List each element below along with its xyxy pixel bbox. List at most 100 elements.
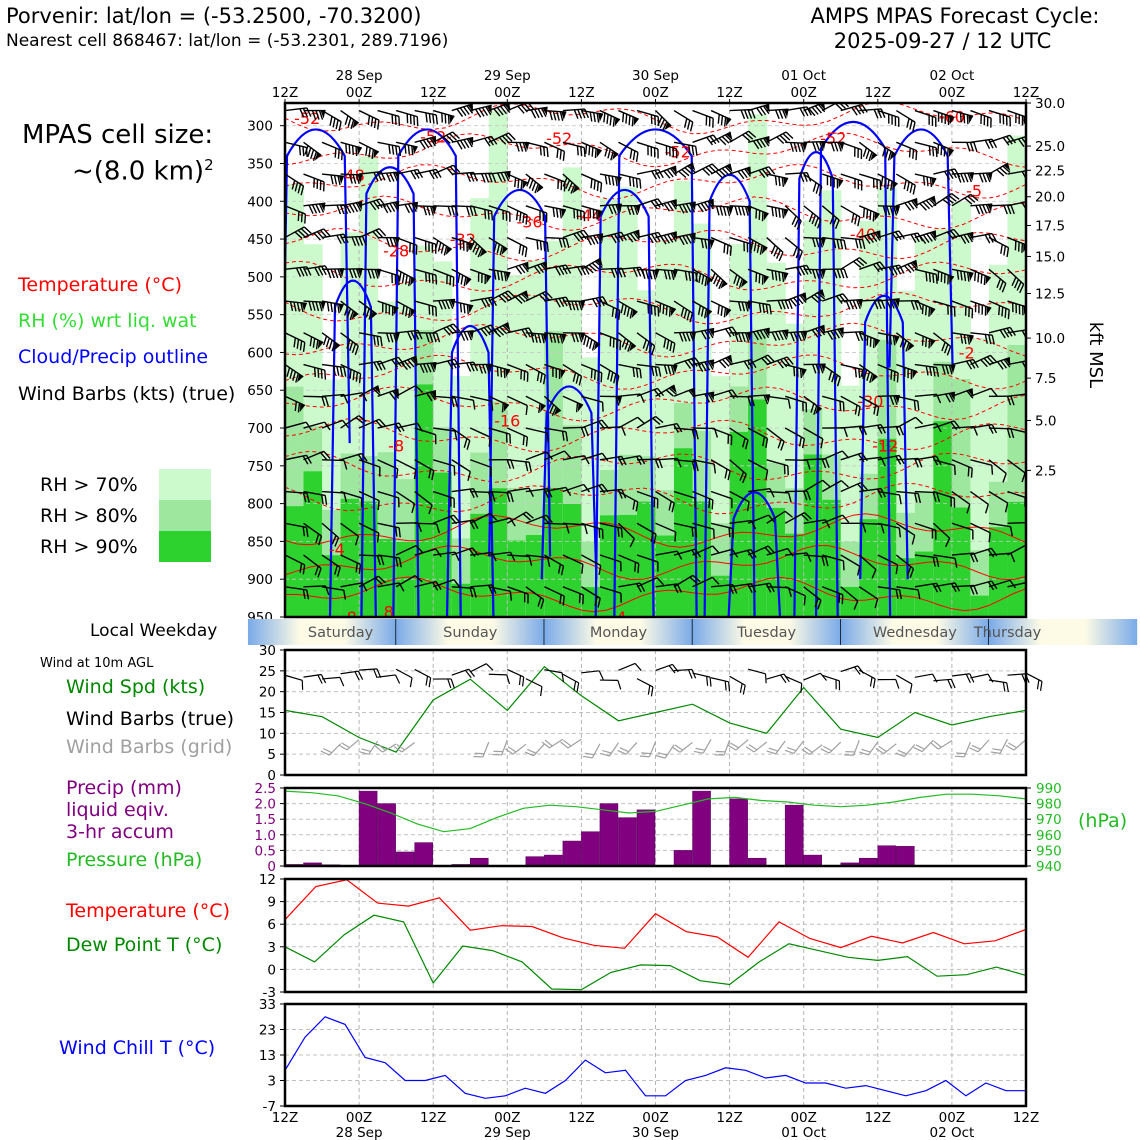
barb-line — [834, 103, 843, 111]
barb-line — [973, 552, 979, 563]
barb-line — [562, 177, 568, 187]
xs-wind-barb — [599, 203, 622, 215]
barb-line — [392, 333, 397, 343]
barb-line — [318, 535, 323, 546]
barb-line — [880, 523, 885, 534]
barb-line — [326, 301, 330, 312]
barb-staff — [803, 427, 824, 440]
barb-staff — [655, 422, 678, 429]
barb-line — [396, 468, 399, 479]
barb-line — [893, 395, 898, 405]
barb-line — [318, 203, 325, 213]
barb-line — [591, 147, 594, 157]
xs-wind-barb — [859, 173, 882, 190]
xs-wind-barb — [507, 459, 532, 472]
barb-line — [1039, 305, 1044, 314]
xs-wind-barb — [377, 109, 401, 126]
barb-line — [764, 356, 772, 364]
barb-line — [708, 165, 717, 173]
wind10-true-barb — [858, 669, 876, 689]
barb-line — [473, 206, 478, 216]
barb-staff — [766, 459, 789, 467]
barb-staff — [1025, 581, 1026, 588]
barb-line — [1037, 113, 1042, 122]
barb-line — [972, 530, 974, 540]
barb-line — [297, 183, 302, 194]
barb-line — [912, 185, 916, 195]
barb-line — [778, 109, 784, 119]
temperature-contour-label: -2 — [959, 343, 975, 362]
barb-line — [539, 373, 543, 383]
barb-staff — [970, 138, 993, 143]
barb-pennant — [524, 142, 530, 151]
xs-pressure-tick-label: 350 — [247, 156, 273, 172]
barb-staff — [303, 332, 324, 344]
barb-line — [546, 432, 549, 443]
xs-wind-barb — [914, 490, 941, 502]
barb-line — [886, 205, 891, 216]
xs-wind-barb — [914, 332, 936, 349]
barb-staff — [544, 296, 567, 302]
barb-line — [303, 226, 312, 234]
barb-staff — [977, 739, 990, 753]
barb-line — [497, 172, 503, 182]
barb-line — [933, 740, 942, 748]
barb-line — [626, 234, 634, 243]
barb-line — [350, 119, 355, 129]
xs-wind-barb — [932, 192, 960, 207]
barb-line — [869, 337, 872, 347]
barb-line — [452, 277, 455, 287]
barb-line — [307, 147, 312, 157]
barb-line — [778, 330, 784, 341]
xs-wind-barb — [285, 332, 306, 352]
barb-line — [484, 209, 487, 219]
xs-wind-barb — [432, 490, 455, 508]
barb-line — [557, 179, 560, 189]
rh-fill-90 — [340, 498, 360, 617]
xs-wind-barb — [322, 268, 345, 279]
barb-line — [721, 358, 730, 367]
barb-line — [589, 208, 592, 218]
legend-rh: RH (%) wrt liq. wat — [18, 310, 197, 332]
barb-line — [761, 211, 764, 222]
barb-line — [376, 361, 383, 371]
barb-line — [931, 116, 934, 126]
barb-staff — [340, 332, 359, 347]
barb-line — [396, 743, 405, 751]
barb-line — [812, 269, 817, 279]
xs-wind-barb — [377, 300, 399, 316]
barb-line — [561, 265, 568, 275]
barb-line — [869, 373, 874, 383]
barb-line — [849, 300, 854, 310]
barb-line — [409, 242, 411, 253]
xs-wind-barb — [803, 205, 822, 229]
barb-line — [502, 210, 504, 220]
barb-line — [520, 369, 523, 380]
barb-staff — [544, 264, 567, 270]
barb-line — [996, 361, 1004, 370]
xs-wind-barb — [914, 141, 938, 158]
barb-line — [579, 230, 587, 240]
xs-wind-barb — [673, 490, 696, 508]
barb-line — [819, 269, 824, 279]
xs-wind-barb — [321, 554, 341, 577]
xs-wind-barb — [784, 237, 803, 261]
barb-line — [833, 177, 835, 188]
barb-staff — [1025, 490, 1026, 501]
xs-wind-barb — [858, 395, 880, 417]
barb-line — [440, 244, 445, 254]
barb-staff — [432, 514, 454, 524]
barb-line — [462, 241, 465, 251]
xs-wind-barb — [321, 586, 347, 600]
barb-line — [663, 170, 671, 179]
pressure-tick-label: 970 — [1036, 812, 1062, 828]
barb-pennant — [503, 403, 509, 412]
barb-staff — [877, 586, 900, 591]
barb-line — [376, 668, 382, 678]
barb-staff — [451, 427, 471, 442]
barb-line — [700, 238, 704, 249]
top-date-label: 29 Sep — [484, 68, 531, 84]
xs-wind-barb — [451, 427, 471, 450]
barb-staff — [303, 173, 325, 183]
barb-line — [343, 367, 347, 377]
